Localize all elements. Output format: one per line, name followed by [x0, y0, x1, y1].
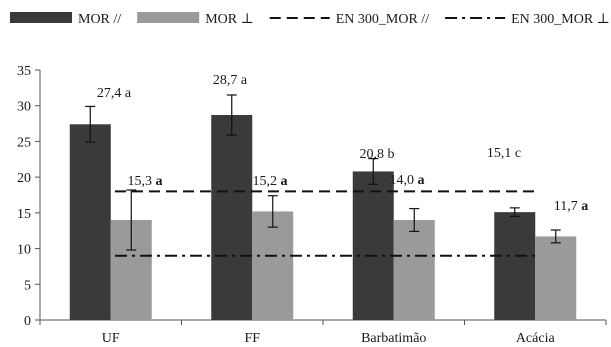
legend-swatch-1	[137, 12, 200, 23]
legend-swatch-0	[10, 12, 72, 23]
data-label-s0-0: 27,4 a	[97, 86, 132, 101]
y-tick-label: 20	[17, 171, 31, 186]
bar-s0-1	[211, 115, 253, 320]
data-label-s0-2: 20,8 b	[360, 147, 395, 162]
plot-area: 0 5 10 15 20 25 30 35 UF FF Barbatimão Acácia 27,4 a…	[17, 64, 607, 346]
bar-s0-2	[352, 171, 394, 320]
data-label-s1-1: 15,2 a	[253, 174, 288, 189]
legend-label-0: MOR //	[78, 12, 121, 27]
bar-s0-3	[494, 212, 536, 320]
bar-s1-2	[393, 220, 435, 320]
y-tick-label: 25	[17, 135, 31, 150]
data-label-s0-3: 15,1 c	[487, 146, 521, 161]
x-tick-label: Barbatimão	[361, 331, 426, 346]
y-tick-label: 0	[24, 314, 31, 329]
legend-label-1: MOR ⊥	[205, 12, 254, 27]
data-label-s1-2: 14,0 a	[390, 173, 425, 188]
legend-ref-label-0: EN 300_MOR //	[336, 12, 429, 27]
bar-s0-0	[69, 124, 111, 321]
bar-s1-3	[535, 236, 577, 320]
legend-ref-label-1: EN 300_MOR ⊥	[511, 12, 610, 27]
data-label-s1-0: 15,3 a	[128, 174, 163, 189]
y-tick-label: 30	[17, 100, 31, 115]
x-tick-label: UF	[102, 331, 120, 346]
x-tick-label: FF	[244, 331, 260, 346]
y-tick-label: 15	[17, 207, 31, 222]
x-tick-label: Acácia	[516, 331, 556, 346]
y-tick-label: 10	[17, 243, 31, 258]
data-label-s0-1: 28,7 a	[213, 73, 248, 88]
bar-s1-1	[252, 211, 294, 320]
y-tick-label: 5	[24, 278, 31, 293]
data-label-s1-3: 11,7 a	[554, 199, 588, 214]
y-tick-label: 35	[17, 64, 31, 79]
legend: MOR // MOR ⊥ EN 300_MOR // EN 300_MOR ⊥	[10, 12, 610, 27]
